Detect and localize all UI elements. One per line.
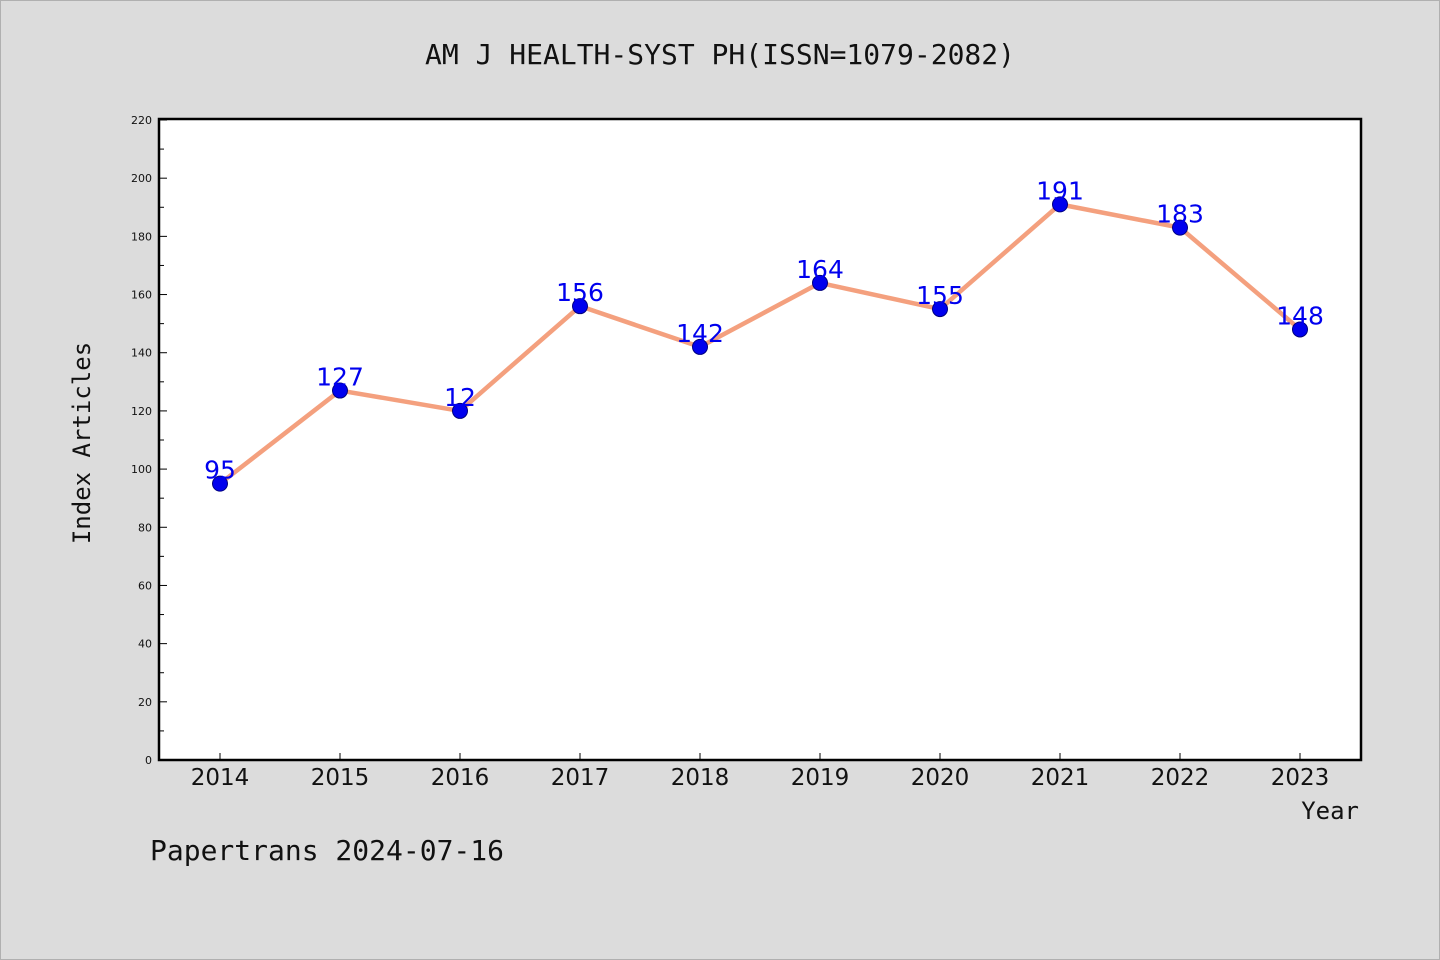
y-tick-label: 160 [131, 289, 152, 302]
series-polyline [217, 202, 1303, 486]
data-label: 127 [316, 363, 364, 392]
x-tick-label: 2016 [431, 765, 490, 791]
y-tick-label: 100 [131, 463, 152, 476]
data-point [692, 338, 708, 355]
data-point [452, 402, 468, 419]
data-label: 155 [916, 281, 964, 310]
watermark-text: Papertrans 2024-07-16 [150, 834, 505, 867]
chart-title: AM J HEALTH-SYST PH(ISSN=1079-2082) [424, 38, 1015, 71]
data-point [1292, 321, 1308, 338]
x-tick-label: 2021 [1031, 765, 1090, 791]
series-line [217, 202, 1303, 486]
data-labels: 95 127 12 156 142 164 155 191 183 148 [204, 176, 1324, 484]
x-tick-label: 2023 [1271, 765, 1330, 791]
data-point [1052, 196, 1068, 213]
x-axis-label: Year [1301, 797, 1359, 825]
y-axis: 0 20 40 60 80 100 120 140 160 180 200 220 [131, 114, 167, 767]
data-point [1172, 219, 1188, 236]
x-tick-label: 2017 [551, 765, 610, 791]
y-tick-label: 220 [131, 114, 152, 127]
y-tick-label: 140 [131, 347, 152, 360]
y-tick-label: 20 [138, 696, 152, 709]
y-axis-label: Index Articles [68, 342, 96, 544]
data-point [212, 475, 228, 492]
series-markers [212, 196, 1308, 492]
x-tick-label: 2022 [1151, 765, 1210, 791]
data-point [932, 301, 948, 318]
data-point [812, 274, 828, 291]
x-axis: 2014 2015 2016 2017 2018 2019 2020 2021 2022 2023 [191, 753, 1330, 791]
data-label: 191 [1036, 176, 1084, 205]
x-tick-label: 2015 [311, 765, 370, 791]
data-label: 12 [444, 383, 476, 412]
y-tick-label: 40 [138, 638, 152, 651]
y-tick-label: 0 [145, 754, 152, 767]
data-point [332, 382, 348, 399]
data-label: 142 [676, 319, 724, 348]
y-tick-label: 180 [131, 230, 152, 243]
data-point [572, 298, 588, 315]
x-tick-label: 2019 [791, 765, 850, 791]
data-label: 156 [556, 278, 604, 307]
data-label: 183 [1156, 200, 1204, 229]
y-tick-label: 80 [138, 521, 152, 534]
x-tick-label: 2014 [191, 765, 250, 791]
y-tick-label: 200 [131, 172, 152, 185]
y-tick-label: 120 [131, 405, 152, 418]
x-tick-label: 2020 [911, 765, 970, 791]
x-tick-label: 2018 [671, 765, 730, 791]
data-label: 164 [796, 255, 844, 284]
y-tick-label: 60 [138, 579, 152, 592]
data-label: 148 [1276, 301, 1324, 330]
data-label: 95 [204, 456, 236, 485]
